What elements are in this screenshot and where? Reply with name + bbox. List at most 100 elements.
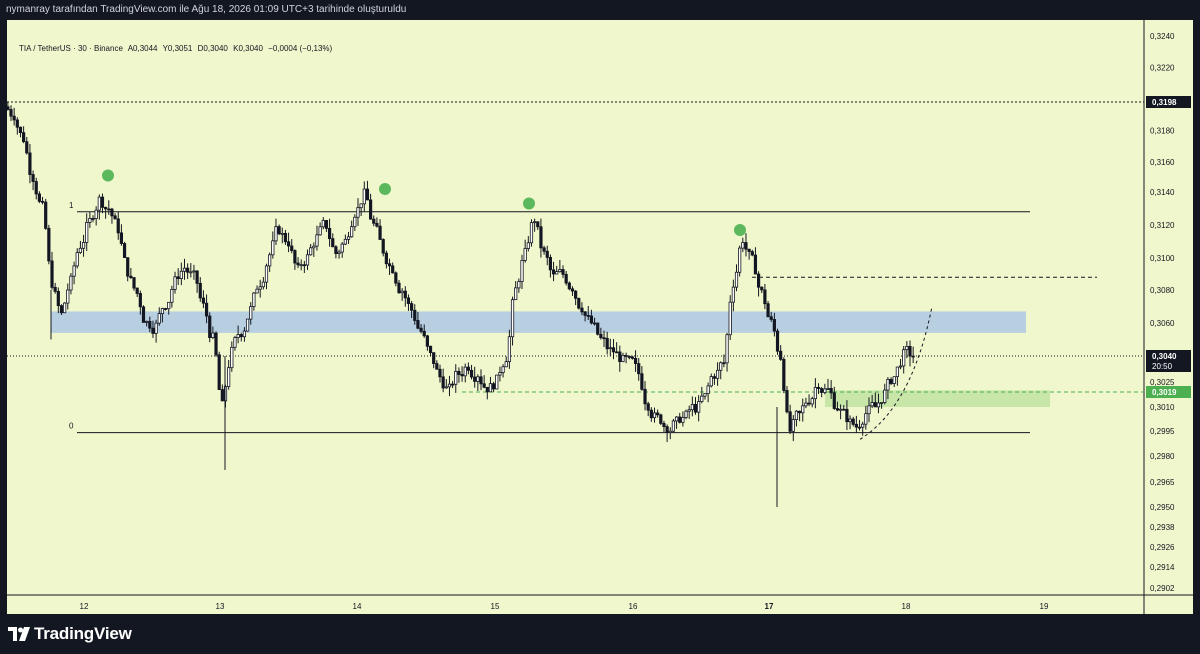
price-chart[interactable]: 1 0 0,3240 0,3220 0,3180 0,3160 0,3140 0,3120 0,…: [7, 20, 1193, 614]
candle-body: [63, 302, 67, 314]
candle-body: [318, 226, 322, 236]
candle-body: [217, 354, 221, 390]
candle-body: [637, 363, 641, 375]
candle-body: [444, 386, 448, 389]
candle-body: [305, 254, 310, 266]
candle-body: [492, 383, 496, 390]
candle-body: [709, 376, 713, 387]
candle-body: [15, 119, 19, 128]
candle-body: [189, 271, 193, 274]
candle-body: [132, 277, 136, 289]
candle-body: [898, 365, 903, 368]
candle-body: [457, 370, 461, 375]
candle-body: [823, 388, 827, 393]
candle-body: [804, 402, 808, 407]
candle-body: [529, 222, 534, 244]
candle-body: [394, 272, 398, 284]
candle-body: [630, 356, 635, 359]
time-axis-tick: 17: [765, 602, 774, 611]
candle-body: [81, 242, 86, 249]
candle-body: [138, 293, 142, 308]
candle-body: [510, 299, 515, 338]
candle-body: [192, 270, 196, 273]
candle-body: [712, 376, 717, 379]
candle-body: [334, 246, 338, 254]
candle-body: [141, 306, 146, 323]
candle-body: [779, 350, 783, 360]
candle-body: [353, 216, 357, 228]
candle-body: [22, 132, 26, 143]
candle-body: [848, 418, 852, 423]
candle-body: [34, 181, 38, 195]
candle-body: [277, 226, 281, 235]
candle-body: [744, 242, 748, 250]
candle-body: [665, 426, 669, 434]
candle-body: [50, 260, 54, 288]
candle-body: [782, 358, 786, 391]
candle-body: [126, 257, 130, 277]
candle-body: [507, 336, 511, 363]
peak-marker-icon: [379, 183, 391, 195]
candle-body: [747, 248, 751, 252]
tradingview-brand-text: TradingView: [34, 624, 132, 643]
candle-body: [312, 245, 316, 249]
candle-body: [561, 269, 565, 275]
price-axis-tick: 0,3010: [1150, 403, 1175, 412]
candle-body: [671, 420, 676, 432]
candle-body: [129, 275, 133, 279]
candle-body: [633, 357, 638, 364]
candle-body: [447, 383, 452, 388]
candle-body: [176, 276, 180, 279]
candle-body: [880, 402, 884, 404]
candle-body: [25, 141, 29, 154]
candle-body: [122, 243, 127, 259]
candle-body: [605, 337, 609, 350]
candle-body: [406, 297, 411, 304]
symbol-legend: TIA / TetherUS · 30 · Binance A0,3044 Y0…: [19, 44, 335, 53]
candle-body: [264, 265, 269, 283]
candle-body: [611, 347, 616, 353]
candle-body: [810, 398, 814, 405]
candle-body: [154, 322, 158, 334]
candle-body: [668, 430, 672, 434]
candle-body: [242, 330, 247, 338]
price-axis-tick: 0,2950: [1150, 503, 1175, 512]
candle-body: [410, 303, 414, 311]
candle-body: [94, 209, 98, 220]
candle-body: [734, 271, 739, 288]
candle-body: [693, 404, 698, 413]
candle-body: [902, 349, 906, 367]
candle-body: [517, 281, 521, 289]
candle-body: [911, 355, 915, 358]
candle-body: [769, 316, 773, 320]
candle-body: [495, 374, 499, 390]
candle-body: [624, 354, 628, 357]
chart-panel[interactable]: 1 0 0,3240 0,3220 0,3180 0,3160 0,3140 0,3120 0,…: [7, 20, 1193, 614]
candle-body: [567, 282, 571, 290]
candle-body: [195, 270, 199, 284]
candle-body: [220, 389, 224, 402]
candle-body: [182, 267, 187, 272]
price-axis-tick: 0,2995: [1150, 427, 1175, 436]
candle-body: [324, 220, 329, 229]
price-axis-tick: 0,3100: [1150, 254, 1175, 263]
candle-body: [387, 263, 392, 267]
price-axis-tick: 0,3060: [1150, 319, 1175, 328]
candle-body: [883, 389, 887, 403]
candle-body: [286, 241, 291, 247]
tradingview-logo[interactable]: TradingView: [8, 624, 132, 644]
candle-body: [239, 334, 243, 338]
candle-body: [66, 289, 70, 304]
candle-body: [788, 411, 792, 432]
candle-body: [53, 286, 57, 292]
projected-path-line: [859, 306, 933, 440]
candle-body: [640, 373, 644, 390]
candle-body: [545, 250, 549, 258]
candle-body: [315, 234, 319, 247]
candle-body: [820, 388, 824, 393]
low-value: D0,3040: [197, 44, 228, 53]
price-axis-tick: 0,2965: [1150, 478, 1175, 487]
candle-body: [690, 404, 694, 411]
candle-body: [173, 276, 177, 290]
candle-body: [741, 242, 745, 249]
